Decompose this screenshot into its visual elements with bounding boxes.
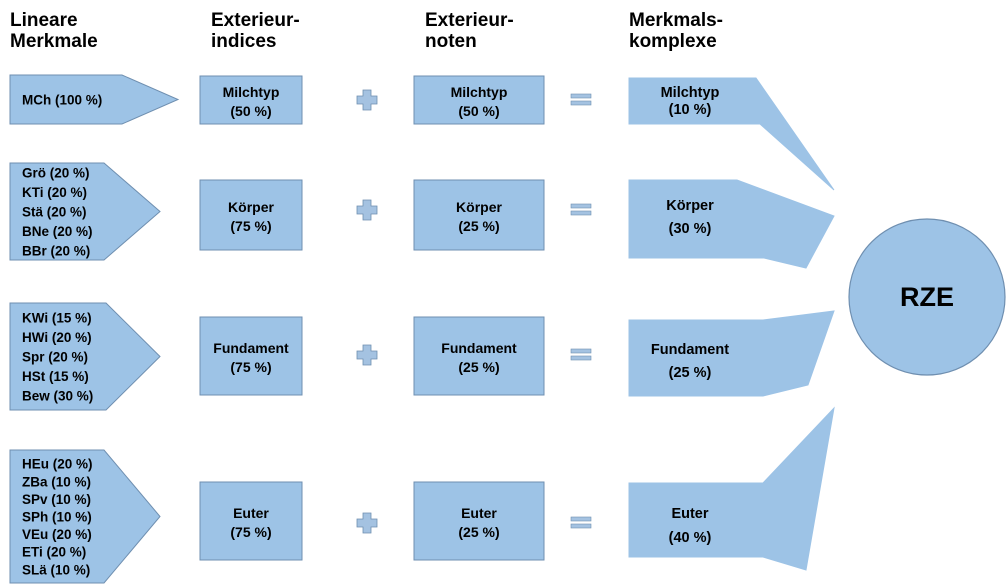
equals-icon <box>570 203 592 209</box>
trait-label: BBr (20 %) <box>22 243 90 258</box>
equals-icon <box>570 355 592 361</box>
complex-name: Milchtyp <box>661 85 720 101</box>
group-fundament: KWi (15 %) HWi (20 %) Spr (20 %) HSt (15 %)… <box>9 302 835 411</box>
equals-icon <box>570 523 592 529</box>
linear-traits-shape <box>9 449 161 584</box>
note-pct: (25 %) <box>458 524 499 540</box>
equals-icon <box>570 516 592 522</box>
index-name: Körper <box>228 199 274 215</box>
note-pct: (25 %) <box>458 359 499 375</box>
note-name: Fundament <box>441 340 517 356</box>
group-euter: HEu (20 %) ZBa (10 %) SPv (10 %) SPh (10 %)… <box>9 406 835 584</box>
index-box <box>199 316 303 396</box>
complex-name: Körper <box>666 198 714 214</box>
note-box <box>413 316 545 396</box>
trait-label: HWi (20 %) <box>22 330 92 345</box>
complex-shape <box>628 406 835 571</box>
trait-label: MCh (100 %) <box>22 93 102 108</box>
index-name: Milchtyp <box>223 84 280 100</box>
index-pct: (75 %) <box>230 524 271 540</box>
trait-label: BNe (20 %) <box>22 224 93 239</box>
index-pct: (75 %) <box>230 359 271 375</box>
note-name: Körper <box>456 199 502 215</box>
equals-icon <box>570 210 592 216</box>
rze-label: RZE <box>900 282 954 312</box>
trait-label: VEu (20 %) <box>22 527 92 542</box>
complex-shape <box>628 77 835 191</box>
index-pct: (50 %) <box>230 103 271 119</box>
trait-label: SPv (10 %) <box>22 492 91 507</box>
trait-label: HEu (20 %) <box>22 457 93 472</box>
note-name: Milchtyp <box>451 84 508 100</box>
equals-icon <box>570 348 592 354</box>
header-exterieurnoten: Exterieur-noten <box>425 10 514 52</box>
index-box <box>199 75 303 125</box>
note-box <box>413 179 545 251</box>
complex-shape <box>628 179 835 269</box>
complex-pct: (30 %) <box>669 221 712 237</box>
header-exterieurindices: Exterieur-indices <box>211 10 300 52</box>
linear-traits-shape <box>9 302 161 411</box>
complex-pct: (40 %) <box>669 530 712 546</box>
linear-traits-shape <box>9 74 180 125</box>
plus-icon <box>356 199 378 221</box>
trait-label: Grö (20 %) <box>22 166 90 181</box>
complex-shape <box>628 310 835 397</box>
header-merkmalskomplexe: Merkmals-komplexe <box>629 10 723 52</box>
equals-icon <box>570 100 592 106</box>
trait-label: SLä (10 %) <box>22 562 90 577</box>
complex-pct: (25 %) <box>669 365 712 381</box>
index-box <box>199 179 303 251</box>
equals-icon <box>570 93 592 99</box>
group-milchtyp: MCh (100 %) Milchtyp (50 %) Milchtyp (50 %) M… <box>9 74 835 191</box>
plus-icon <box>356 89 378 111</box>
trait-label: ZBa (10 %) <box>22 474 91 489</box>
plus-icon <box>356 344 378 366</box>
index-name: Euter <box>233 505 269 521</box>
index-pct: (75 %) <box>230 218 271 234</box>
note-pct: (25 %) <box>458 218 499 234</box>
trait-label: HSt (15 %) <box>22 369 89 384</box>
trait-label: KWi (15 %) <box>22 311 92 326</box>
trait-label: Spr (20 %) <box>22 350 88 365</box>
group-koerper: Grö (20 %) KTi (20 %) Stä (20 %) BNe (20 %)… <box>9 162 835 269</box>
complex-pct: (10 %) <box>669 102 712 118</box>
trait-label: ETi (20 %) <box>22 545 86 560</box>
trait-label: Stä (20 %) <box>22 205 87 220</box>
index-name: Fundament <box>213 340 289 356</box>
plus-icon <box>356 512 378 534</box>
note-box <box>413 481 545 561</box>
linear-traits-shape <box>9 162 161 261</box>
note-pct: (50 %) <box>458 103 499 119</box>
note-box <box>413 75 545 125</box>
trait-label: KTi (20 %) <box>22 185 87 200</box>
note-name: Euter <box>461 505 497 521</box>
complex-name: Euter <box>671 506 708 522</box>
index-box <box>199 481 303 561</box>
header-lineare-merkmale: Lineare Merkmale <box>10 10 98 52</box>
trait-label: SPh (10 %) <box>22 510 92 525</box>
rze-circle <box>848 218 1006 376</box>
trait-label: Bew (30 %) <box>22 388 93 403</box>
complex-name: Fundament <box>651 342 729 358</box>
